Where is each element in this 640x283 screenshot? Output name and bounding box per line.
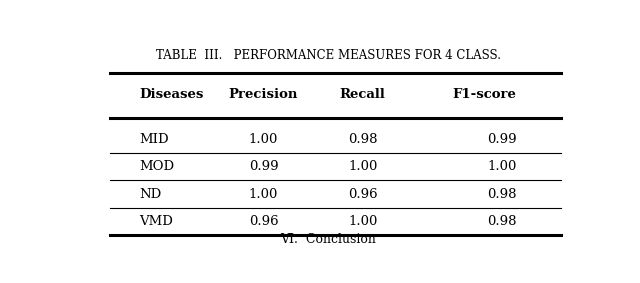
Text: TABLE  III.   PERFORMANCE MEASURES FOR 4 CLASS.: TABLE III. PERFORMANCE MEASURES FOR 4 CL…: [156, 49, 500, 62]
Text: VI.  Conclusion: VI. Conclusion: [280, 233, 376, 246]
Text: VMD: VMD: [140, 215, 173, 228]
Text: MOD: MOD: [140, 160, 175, 173]
Text: 0.98: 0.98: [487, 215, 516, 228]
Text: 0.98: 0.98: [487, 188, 516, 201]
Text: F1-score: F1-score: [452, 89, 516, 102]
Text: Recall: Recall: [340, 89, 386, 102]
Text: 0.98: 0.98: [348, 133, 378, 146]
Text: MID: MID: [140, 133, 169, 146]
Text: 1.00: 1.00: [487, 160, 516, 173]
Text: Precision: Precision: [229, 89, 298, 102]
Text: 1.00: 1.00: [348, 160, 378, 173]
Text: 0.99: 0.99: [487, 133, 516, 146]
Text: 0.96: 0.96: [249, 215, 278, 228]
Text: 1.00: 1.00: [249, 133, 278, 146]
Text: ND: ND: [140, 188, 162, 201]
Text: 0.96: 0.96: [348, 188, 378, 201]
Text: 1.00: 1.00: [249, 188, 278, 201]
Text: Diseases: Diseases: [140, 89, 204, 102]
Text: 0.99: 0.99: [249, 160, 278, 173]
Text: 1.00: 1.00: [348, 215, 378, 228]
